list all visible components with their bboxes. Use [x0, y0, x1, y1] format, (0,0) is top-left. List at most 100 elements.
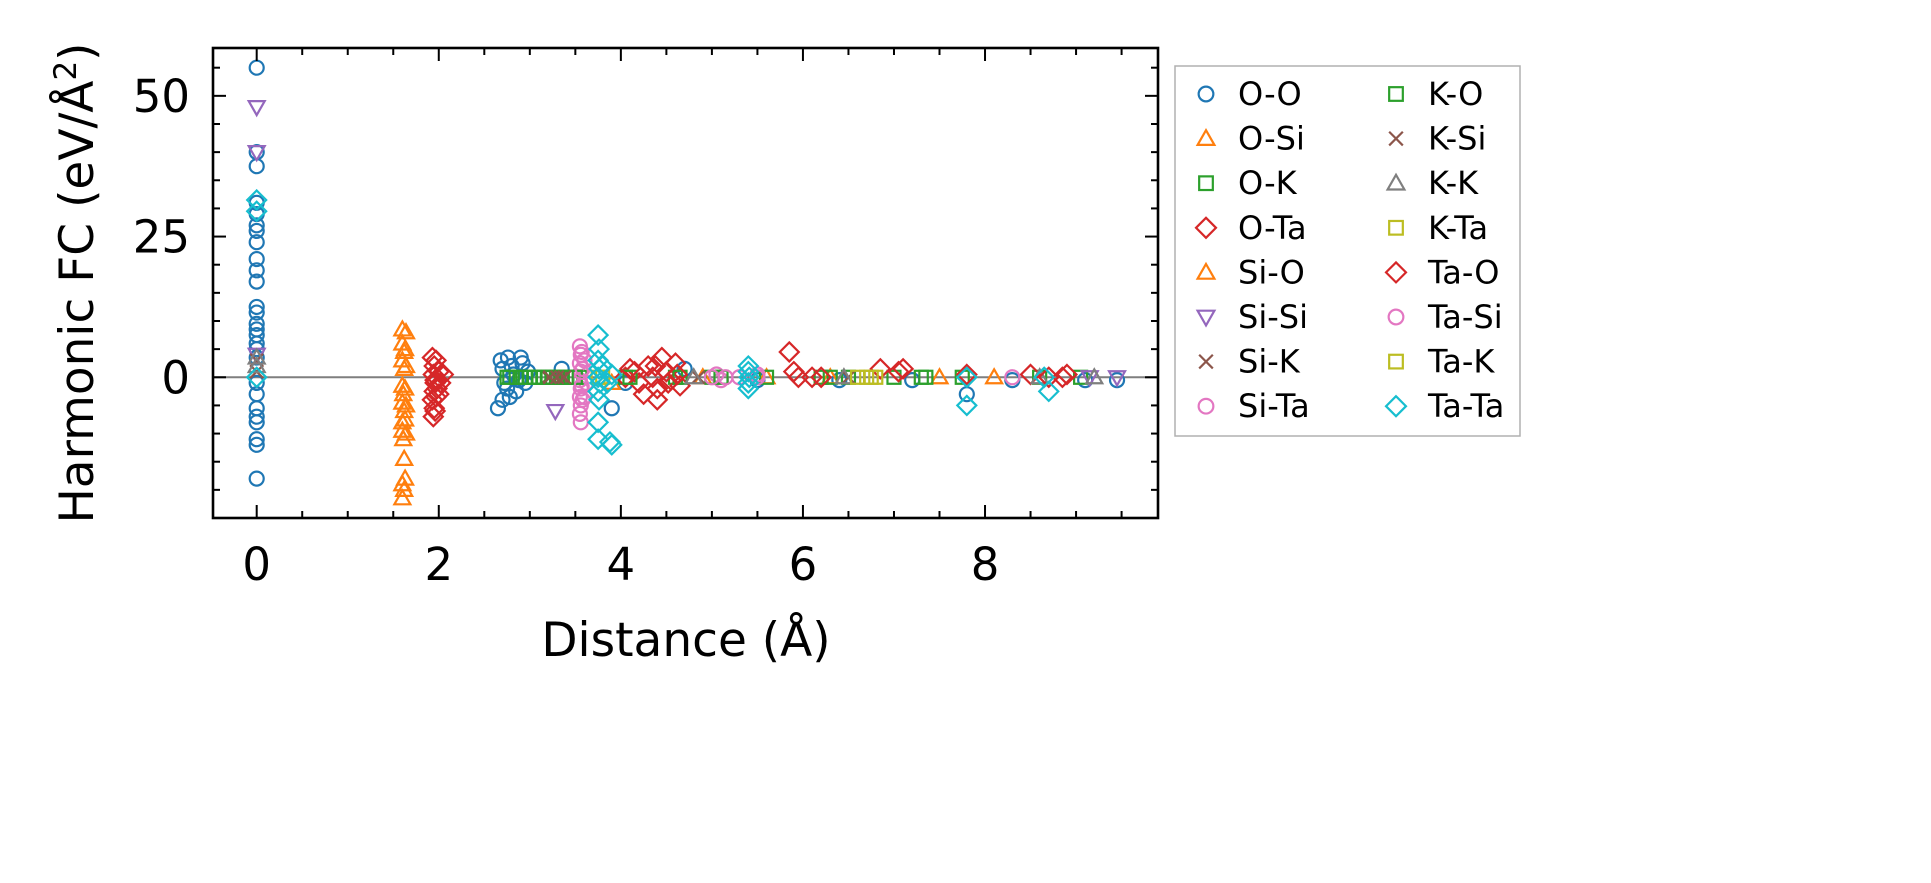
- data-point: [810, 366, 833, 389]
- data-point: [622, 369, 638, 385]
- legend-marker: [1388, 219, 1404, 236]
- data-point: [618, 357, 642, 380]
- data-point: [248, 374, 265, 392]
- axes: 0 2 4 6 8 0 25 50: [133, 46, 1160, 591]
- legend-marker: [1198, 175, 1214, 192]
- data-point: [558, 369, 574, 385]
- plot-area: [213, 59, 1158, 506]
- data-point: [531, 369, 547, 385]
- data-point: [863, 369, 879, 385]
- data-point: [248, 273, 265, 290]
- data-point: [246, 100, 267, 118]
- data-point: [248, 304, 265, 321]
- legend-label: K-Ta: [1428, 209, 1488, 247]
- data-point: [392, 392, 413, 410]
- legend-label: O-O: [1238, 75, 1302, 113]
- y-tick-label: 25: [133, 211, 190, 264]
- data-point: [503, 357, 520, 375]
- data-point: [1107, 370, 1127, 388]
- data-point: [248, 217, 265, 234]
- legend-marker: [1195, 261, 1217, 280]
- data-point: [737, 371, 760, 394]
- data-point: [778, 340, 801, 364]
- x-axis-label: Distance (Å): [541, 613, 830, 668]
- data-point: [958, 386, 975, 403]
- data-point: [1079, 370, 1100, 388]
- data-point: [587, 388, 611, 411]
- data-point: [717, 369, 734, 386]
- data-point: [246, 347, 267, 365]
- x-tick-label: 8: [971, 538, 1000, 591]
- series-si-o: [395, 322, 416, 486]
- data-point: [576, 352, 593, 369]
- x-tick-label: 4: [607, 538, 636, 591]
- data-point: [392, 488, 413, 506]
- data-point: [813, 369, 829, 385]
- data-point: [248, 436, 265, 453]
- data-point: [499, 349, 517, 366]
- series-o-ta: [421, 340, 1079, 428]
- data-point: [423, 397, 446, 420]
- legend-label: Ta-Ta: [1427, 387, 1504, 425]
- data-point: [248, 298, 265, 316]
- data-point: [822, 369, 838, 385]
- legend-marker: [1198, 353, 1214, 370]
- data-point: [587, 428, 610, 451]
- legend-label: Ta-O: [1427, 253, 1499, 291]
- data-point: [913, 369, 929, 385]
- data-point: [1084, 367, 1105, 385]
- legend-marker: [1388, 130, 1404, 147]
- data-point: [424, 349, 448, 372]
- data-point: [522, 369, 538, 385]
- data-point: [245, 200, 268, 223]
- data-point: [600, 363, 623, 386]
- x-tick-label: 0: [242, 538, 271, 591]
- data-point: [603, 400, 620, 417]
- legend-marker: [1388, 86, 1404, 102]
- data-point: [1004, 369, 1021, 386]
- data-point: [540, 369, 556, 385]
- series-o-si: [392, 319, 1005, 506]
- legend-label: O-Si: [1238, 120, 1305, 158]
- data-point: [984, 367, 1005, 385]
- legend-label: O-Ta: [1238, 209, 1307, 247]
- data-point: [394, 479, 415, 497]
- data-point: [955, 366, 978, 389]
- data-point: [248, 59, 265, 76]
- legend-label: K-Si: [1428, 120, 1486, 158]
- legend: O-O O-Si O-K O-Ta Si-O Si-Si Si-K Si-Ta K-O K-Si K…: [1174, 65, 1521, 437]
- data-point: [395, 468, 415, 486]
- data-point: [396, 355, 416, 374]
- data-point: [513, 369, 529, 385]
- data-point: [502, 369, 518, 385]
- data-point: [245, 188, 268, 212]
- data-point: [246, 355, 267, 374]
- data-point: [424, 385, 448, 409]
- data-point: [587, 324, 610, 347]
- data-point: [494, 391, 511, 408]
- series-ta-ta: [245, 188, 1060, 456]
- y-axis-label-main: Harmonic FC (eV/Å: [50, 81, 105, 524]
- data-point: [248, 408, 265, 425]
- data-point: [396, 322, 416, 340]
- data-point: [887, 360, 910, 383]
- legend-label: Ta-Si: [1427, 298, 1503, 336]
- data-point: [246, 145, 267, 163]
- legend-label: Si-Ta: [1238, 387, 1310, 425]
- legend-label: Si-Si: [1238, 298, 1308, 336]
- data-point: [929, 367, 950, 385]
- legend-marker: [1194, 216, 1218, 240]
- y-tick-label: 0: [161, 351, 190, 404]
- data-point: [248, 250, 265, 268]
- data-point: [587, 411, 610, 434]
- y-axis-label-close: ): [50, 42, 105, 60]
- legend-marker: [1387, 308, 1405, 326]
- data-point: [392, 420, 413, 438]
- data-point: [489, 400, 507, 417]
- legend-label: K-K: [1428, 164, 1479, 202]
- series-ta-o: [424, 349, 1074, 423]
- data-point: [737, 377, 760, 400]
- series-o-o: [248, 59, 1126, 487]
- data-point: [248, 234, 265, 251]
- data-point: [394, 448, 415, 466]
